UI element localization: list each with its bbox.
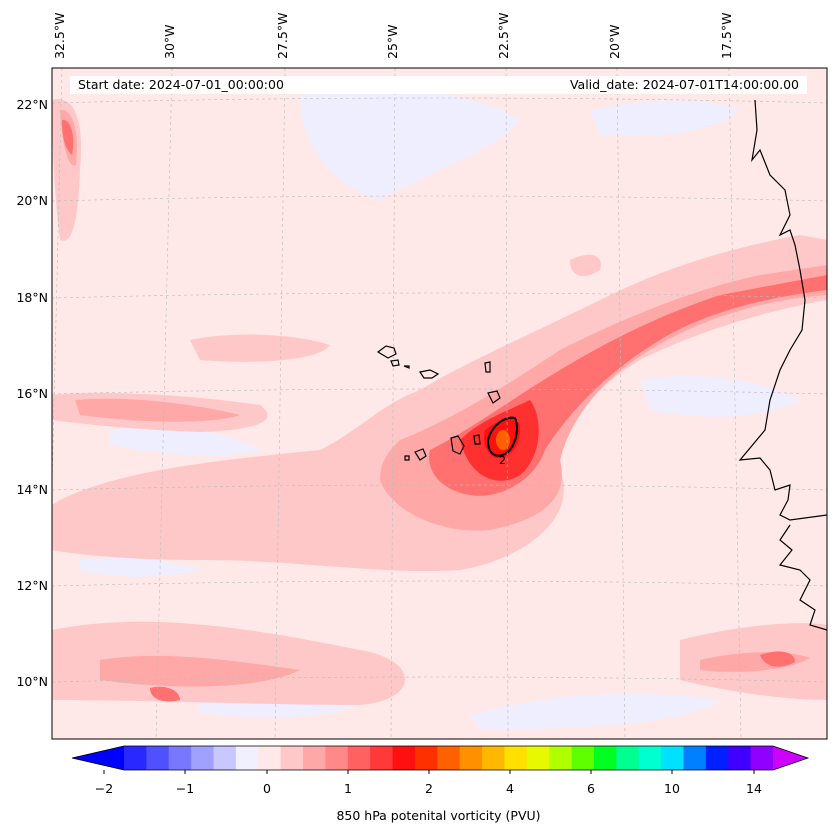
colorbar-segment xyxy=(280,746,304,770)
colorbar xyxy=(71,745,810,774)
lat-label: 16°N xyxy=(16,386,48,401)
cape-verde-islands xyxy=(376,345,501,461)
lon-label: 20°W xyxy=(607,24,622,59)
african-coastline xyxy=(738,99,827,631)
valid-date: Valid_date: 2024-07-01T14:00:00.00 xyxy=(569,77,799,92)
colorbar-segment xyxy=(526,746,550,770)
colorbar-segment xyxy=(549,746,573,770)
colorbar-segment xyxy=(616,746,640,770)
colorbar-segment xyxy=(705,746,729,770)
colorbar-segment xyxy=(303,746,327,770)
colorbar-segment xyxy=(370,746,394,770)
colorbar-tick-label: 2 xyxy=(425,781,433,796)
colorbar-extend-min xyxy=(72,746,124,770)
lat-label: 10°N xyxy=(16,674,48,689)
graticule xyxy=(52,68,827,739)
colorbar-tick-label: 10 xyxy=(664,781,680,796)
colorbar-segment xyxy=(482,746,506,770)
colorbar-segment xyxy=(750,746,774,770)
lat-label: 14°N xyxy=(16,482,48,497)
lon-label: 27.5°W xyxy=(275,12,290,59)
lon-label: 22.5°W xyxy=(496,12,511,59)
colorbar-extend-max xyxy=(773,746,808,770)
map-panel: 2 xyxy=(52,68,827,739)
lon-label: 32.5°W xyxy=(52,12,67,59)
colorbar-segment xyxy=(459,746,483,770)
pv-contour-2 xyxy=(486,416,518,457)
colorbar-tick-label: 1 xyxy=(344,781,352,796)
colorbar-tick-label: −2 xyxy=(94,781,114,796)
colorbar-segment xyxy=(168,746,192,770)
map-frame xyxy=(51,67,828,740)
colorbar-segment xyxy=(661,746,685,770)
colorbar-tick-label: 0 xyxy=(263,781,271,796)
colorbar-segment xyxy=(414,746,438,770)
lat-label: 12°N xyxy=(16,578,48,593)
colorbar-segment xyxy=(437,746,461,770)
lon-label: 17.5°W xyxy=(719,12,734,59)
contour-label: 2 xyxy=(499,454,506,467)
info-box: Start date: 2024-07-01_00:00:00 Valid_da… xyxy=(70,76,807,94)
colorbar-tick-label: 4 xyxy=(506,781,514,796)
colorbar-label: 850 hPa potenital vorticity (PVU) xyxy=(336,808,541,823)
colorbar-tick-label: 14 xyxy=(746,781,762,796)
colorbar-segment xyxy=(347,746,371,770)
colorbar-segment xyxy=(235,746,259,770)
lon-label: 25°W xyxy=(385,24,400,59)
colorbar-segment xyxy=(593,746,617,770)
lat-label: 20°N xyxy=(16,193,48,208)
colorbar-segment xyxy=(146,746,170,770)
colorbar-tick-label: −1 xyxy=(175,781,195,796)
colorbar-segment xyxy=(638,746,662,770)
colorbar-segment xyxy=(392,746,416,770)
colorbar-segment xyxy=(325,746,349,770)
start-date: Start date: 2024-07-01_00:00:00 xyxy=(78,77,284,92)
lat-label: 22°N xyxy=(16,97,48,112)
colorbar-segment xyxy=(258,746,282,770)
colorbar-segment xyxy=(191,746,215,770)
colorbar-tick-label: 6 xyxy=(587,781,595,796)
colorbar-segment xyxy=(728,746,752,770)
colorbar-outline xyxy=(71,745,810,771)
colorbar-segment xyxy=(504,746,528,770)
lat-label: 18°N xyxy=(16,290,48,305)
colorbar-segment xyxy=(124,746,147,770)
colorbar-segment xyxy=(213,746,237,770)
lon-label: 30°W xyxy=(162,24,177,59)
colorbar-segment xyxy=(571,746,595,770)
colorbar-segment xyxy=(683,746,707,770)
